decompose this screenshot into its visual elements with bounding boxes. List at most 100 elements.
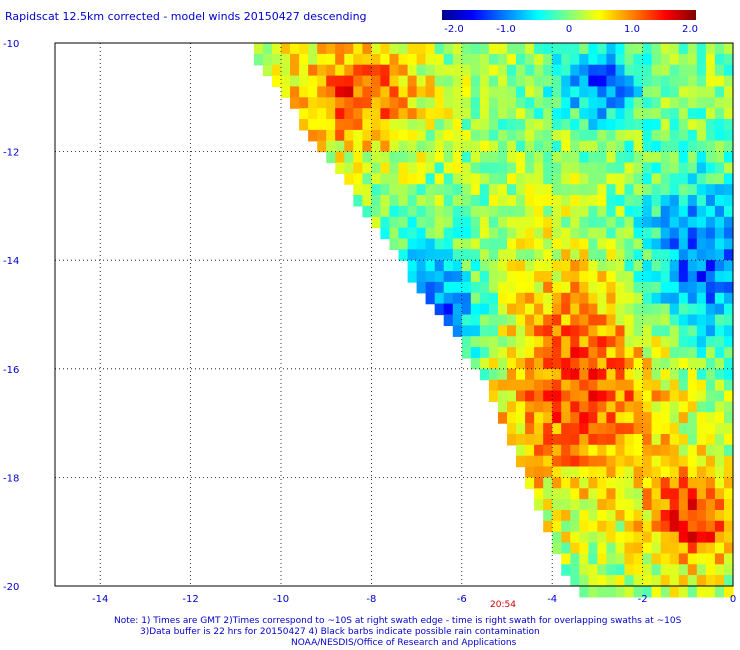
heatmap-cell — [380, 140, 390, 153]
heatmap-cell — [633, 379, 644, 392]
heatmap-cell — [724, 260, 734, 272]
heatmap-cell — [479, 325, 490, 337]
heatmap-cell — [696, 162, 707, 174]
heatmap-cell — [588, 195, 598, 207]
heatmap-cell — [362, 43, 372, 55]
heatmap-cell — [579, 119, 589, 131]
heatmap-cell — [642, 108, 653, 120]
heatmap-cell — [651, 325, 662, 337]
heatmap-cell — [552, 271, 562, 283]
heatmap-cell — [425, 249, 436, 261]
heatmap-cell — [724, 292, 734, 305]
heatmap-cell — [308, 64, 318, 77]
heatmap-cell — [588, 205, 598, 218]
heatmap-cell — [651, 129, 662, 142]
heatmap-cell — [516, 108, 526, 120]
heatmap-cell — [561, 43, 571, 55]
heatmap-cell — [425, 292, 436, 305]
heatmap-cell — [425, 108, 436, 120]
heatmap-cell — [678, 97, 689, 109]
heatmap-cell — [416, 195, 427, 207]
colorbar-ramp — [442, 10, 696, 20]
heatmap-cell — [561, 553, 571, 565]
heatmap-cell — [705, 423, 716, 435]
heatmap-cell — [407, 43, 418, 55]
heatmap-cell — [407, 86, 418, 98]
heatmap-cell — [552, 53, 562, 66]
heatmap-cell — [588, 455, 598, 468]
heatmap-cell — [326, 97, 336, 109]
heatmap-cell — [633, 281, 644, 294]
heatmap-cell — [606, 423, 616, 435]
heatmap-cell — [633, 368, 644, 381]
heatmap-cell — [479, 238, 490, 250]
heatmap-cell — [525, 368, 535, 381]
heatmap-cell — [633, 325, 644, 337]
heatmap-cell — [452, 108, 463, 120]
heatmap-cell — [606, 64, 616, 77]
heatmap-cell — [696, 455, 707, 468]
heatmap-cell — [606, 368, 616, 381]
heatmap-cell — [443, 249, 454, 261]
heatmap-cell — [705, 195, 716, 207]
heatmap-cell — [579, 151, 589, 164]
heatmap-cell — [335, 129, 345, 142]
heatmap-cell — [651, 423, 662, 435]
heatmap-cell — [615, 162, 626, 174]
heatmap-cell — [687, 368, 698, 381]
heatmap-cell — [687, 434, 698, 446]
heatmap-cell — [434, 227, 445, 240]
heatmap-cell — [570, 195, 580, 207]
heatmap-cell — [588, 303, 598, 316]
heatmap-cell — [561, 423, 571, 435]
heatmap-cell — [579, 488, 589, 500]
y-tick-label: -16 — [3, 365, 19, 376]
heatmap-cell — [714, 43, 725, 55]
heatmap-cell — [624, 173, 635, 185]
heatmap-cell — [597, 53, 607, 66]
heatmap-cell — [633, 434, 644, 446]
heatmap-cell — [425, 43, 436, 55]
heatmap-cell — [570, 119, 580, 131]
heatmap-cell — [353, 64, 363, 77]
heatmap-cell — [570, 97, 580, 109]
heatmap-cell — [705, 227, 716, 240]
heatmap-cell — [588, 260, 598, 272]
heatmap-cell — [488, 195, 499, 207]
heatmap-cell — [398, 173, 409, 185]
heatmap-cell — [660, 271, 671, 283]
heatmap-cell — [525, 260, 535, 272]
heatmap-cell — [724, 86, 734, 98]
heatmap-cell — [696, 379, 707, 392]
heatmap-cell — [534, 455, 544, 468]
heatmap-cell — [669, 238, 680, 250]
heatmap-cell — [516, 314, 526, 326]
heatmap-cell — [615, 97, 626, 109]
heatmap-cell — [425, 271, 436, 283]
heatmap-cell — [470, 75, 481, 88]
heatmap-cell — [633, 108, 644, 120]
heatmap-cell — [570, 434, 580, 446]
heatmap-cell — [561, 292, 571, 305]
x-tick-label: -2 — [638, 594, 648, 605]
heatmap-cell — [498, 43, 508, 55]
heatmap-cell — [651, 477, 662, 489]
heatmap-cell — [507, 64, 517, 77]
heatmap-cell — [543, 303, 553, 316]
heatmap-cell — [624, 140, 635, 153]
heatmap-cell — [498, 227, 508, 240]
heatmap-cell — [714, 412, 725, 424]
heatmap-cell — [534, 86, 544, 98]
heatmap-cell — [470, 292, 481, 305]
heatmap-cell — [705, 53, 716, 66]
heatmap-cell — [624, 97, 635, 109]
heatmap-cell — [353, 97, 363, 109]
heatmap-cell — [678, 227, 689, 240]
heatmap-cell — [669, 129, 680, 142]
heatmap-cell — [606, 401, 616, 413]
heatmap-cell — [507, 271, 517, 283]
heatmap-cell — [552, 108, 562, 120]
heatmap-cell — [470, 325, 481, 337]
heatmap-cell — [398, 64, 409, 77]
heatmap-cell — [660, 336, 671, 348]
